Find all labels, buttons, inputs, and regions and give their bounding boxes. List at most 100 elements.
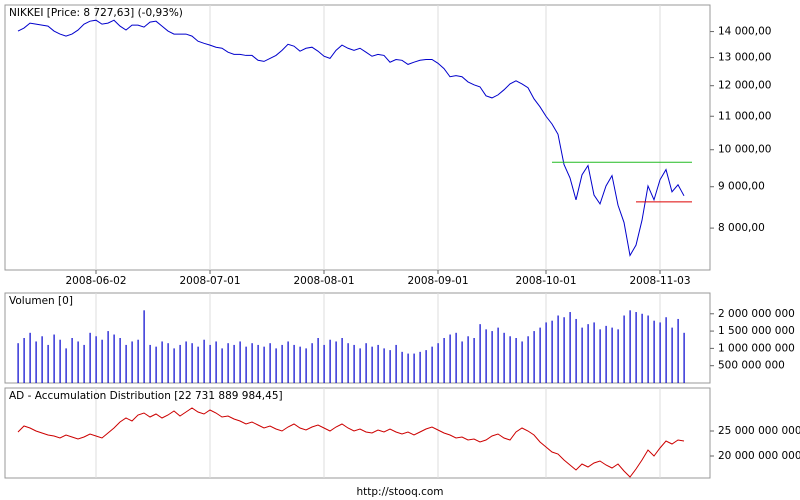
footer: http://stooq.com xyxy=(356,486,443,498)
bar xyxy=(239,341,241,383)
bar xyxy=(497,327,499,383)
bar xyxy=(533,331,535,383)
bar xyxy=(89,332,91,383)
bar xyxy=(293,344,295,383)
bar xyxy=(587,324,589,383)
bar xyxy=(647,315,649,383)
bar xyxy=(311,343,313,383)
panel-frame xyxy=(4,387,711,479)
bar xyxy=(635,312,637,383)
bar xyxy=(77,341,79,383)
bar xyxy=(527,336,529,383)
bar xyxy=(215,341,217,383)
y-tick-label: 25 000 000 000 xyxy=(718,425,800,437)
bar xyxy=(377,344,379,383)
bar xyxy=(653,320,655,383)
y-tick-label: 10 000,00 xyxy=(718,144,771,156)
bar xyxy=(161,341,163,383)
panel-frame xyxy=(4,292,711,384)
bar xyxy=(35,341,37,383)
bar xyxy=(395,344,397,383)
bar xyxy=(179,344,181,383)
bar xyxy=(545,322,547,383)
bar xyxy=(197,346,199,383)
bar xyxy=(665,317,667,383)
y-tick-label: 13 000,00 xyxy=(718,52,771,64)
bar xyxy=(305,348,307,383)
bar xyxy=(365,343,367,383)
bar xyxy=(59,339,61,383)
bar xyxy=(617,329,619,383)
bar xyxy=(113,334,115,383)
bar xyxy=(143,310,145,383)
bar xyxy=(611,327,613,383)
bar xyxy=(401,351,403,383)
bar xyxy=(407,353,409,383)
panel-title: AD - Accumulation Distribution [22 731 8… xyxy=(9,390,283,402)
bar xyxy=(605,325,607,383)
bar xyxy=(389,350,391,383)
bar xyxy=(245,346,247,383)
bar xyxy=(41,336,43,383)
bar xyxy=(557,315,559,383)
bar xyxy=(251,343,253,383)
bar xyxy=(71,338,73,383)
bar xyxy=(641,313,643,383)
bar xyxy=(167,343,169,383)
y-tick-label: 2 000 000 000 xyxy=(718,308,795,320)
bar xyxy=(455,332,457,383)
y-tick-label: 20 000 000 000 xyxy=(718,450,800,462)
panel-title: Volumen [0] xyxy=(9,295,73,307)
bar xyxy=(671,327,673,383)
bar xyxy=(287,341,289,383)
y-tick-label: 14 000,00 xyxy=(718,26,771,38)
bar xyxy=(569,312,571,383)
bar xyxy=(509,336,511,383)
bar xyxy=(275,348,277,383)
y-tick-label: 12 000,00 xyxy=(718,80,771,92)
bar xyxy=(359,348,361,383)
bar xyxy=(599,329,601,383)
bar xyxy=(629,310,631,383)
bar xyxy=(17,343,19,383)
line xyxy=(17,19,685,257)
bar xyxy=(623,315,625,383)
bar xyxy=(461,341,463,383)
bar xyxy=(23,338,25,383)
bar xyxy=(317,338,319,383)
bar xyxy=(581,327,583,383)
y-tick-label: 1 500 000 000 xyxy=(718,325,795,337)
bar xyxy=(185,341,187,383)
bar xyxy=(101,339,103,383)
y-tick-label: 8 000,00 xyxy=(718,222,765,234)
y-tick-label: 9 000,00 xyxy=(718,181,765,193)
x-tick-label: 2008-10-01 xyxy=(515,275,576,287)
panel-frame xyxy=(4,4,711,271)
bar xyxy=(95,336,97,383)
bar xyxy=(221,348,223,383)
bar xyxy=(491,331,493,383)
bar xyxy=(413,353,415,383)
bar xyxy=(209,344,211,383)
x-tick-label: 2008-09-01 xyxy=(407,275,468,287)
bar xyxy=(467,336,469,383)
bar xyxy=(107,331,109,383)
bar xyxy=(521,341,523,383)
bar xyxy=(323,344,325,383)
bar xyxy=(281,344,283,383)
bar xyxy=(233,344,235,383)
bar xyxy=(341,338,343,383)
bar xyxy=(659,322,661,383)
bar xyxy=(677,318,679,383)
bar xyxy=(227,343,229,383)
y-tick-label: 1 000 000 000 xyxy=(718,342,795,354)
bar xyxy=(371,346,373,383)
bar xyxy=(347,343,349,383)
bar xyxy=(191,343,193,383)
bar xyxy=(131,341,133,383)
bar xyxy=(125,344,127,383)
bar xyxy=(299,346,301,383)
bar xyxy=(593,322,595,383)
bar xyxy=(263,346,265,383)
